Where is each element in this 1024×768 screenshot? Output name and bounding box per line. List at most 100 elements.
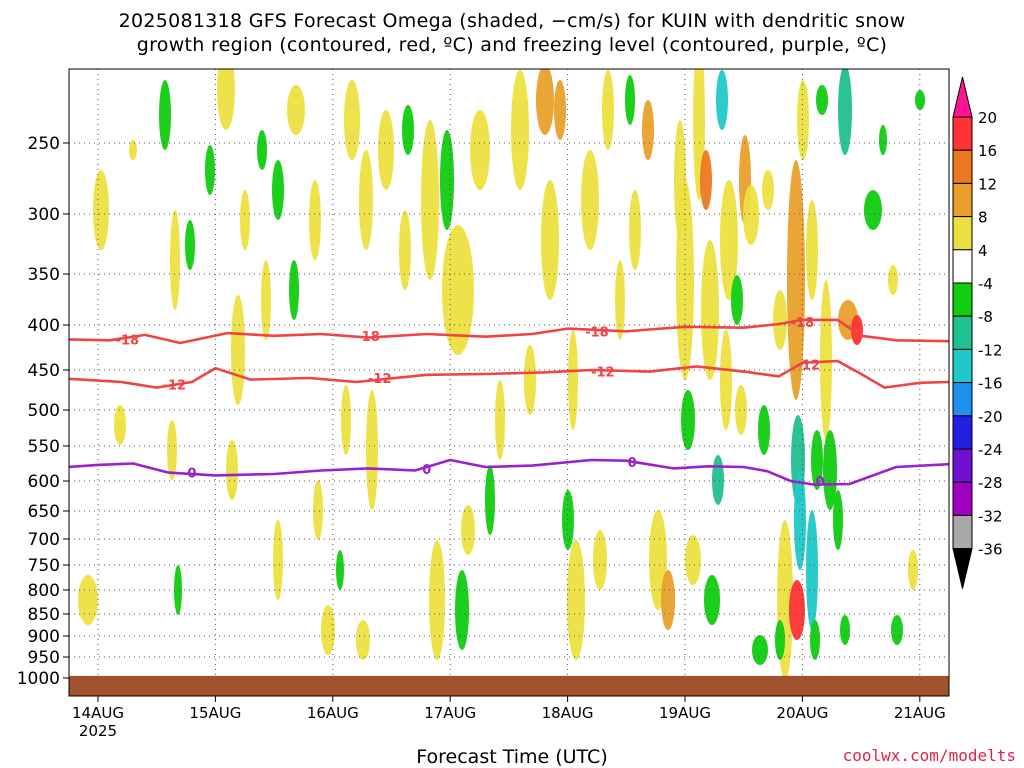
omega-blob — [321, 605, 335, 655]
colorbar-swatch — [952, 249, 973, 284]
omega-blob — [642, 100, 654, 160]
omega-blob — [287, 85, 305, 135]
omega-blob — [495, 380, 505, 460]
omega-blob — [840, 615, 850, 645]
omega-blob — [524, 345, 536, 415]
omega-blob — [833, 490, 843, 550]
omega-blob — [226, 440, 238, 500]
contour-lines: -18 -18 -18 -18 -12 -12 -12 -12 0 0 0 0 — [69, 316, 949, 490]
omega-blob — [787, 160, 805, 400]
omega-blob — [511, 70, 529, 190]
x-tick-sublabel: 2025 — [79, 722, 117, 740]
omega-blob — [810, 620, 820, 660]
colorbar-swatch — [952, 448, 973, 483]
colorbar-swatch — [952, 481, 973, 516]
y-tick-label: 700 — [28, 530, 60, 550]
contour-label: -18 — [791, 316, 815, 331]
omega-blob — [752, 635, 768, 665]
omega-blob — [217, 69, 235, 130]
omega-blob — [341, 385, 351, 455]
omega-shading — [78, 69, 925, 680]
colorbar-label: -24 — [978, 441, 1003, 459]
omega-blob — [261, 260, 271, 340]
omega-blob — [240, 190, 250, 250]
x-tick-label: 20AUG — [776, 704, 828, 722]
omega-blob — [797, 80, 809, 160]
omega-blob — [838, 69, 852, 155]
omega-blob — [806, 200, 818, 300]
omega-blob — [625, 75, 635, 125]
omega-blob — [615, 260, 625, 340]
omega-blob — [313, 480, 323, 540]
omega-blob — [568, 330, 578, 430]
omega-blob — [356, 620, 370, 660]
x-tick-label: 19AUG — [659, 704, 711, 722]
omega-blob — [170, 210, 180, 310]
omega-blob — [366, 390, 378, 510]
y-tick-label: 600 — [28, 472, 60, 492]
omega-blob — [731, 275, 743, 325]
y-tick-label: 650 — [28, 502, 60, 522]
colorbar-swatch — [952, 182, 973, 218]
colorbar-label: -20 — [978, 408, 1003, 426]
ground-fill — [69, 675, 949, 696]
colorbar-swatch — [952, 348, 973, 384]
omega-blob — [789, 580, 805, 640]
omega-blob — [661, 570, 675, 630]
y-tick-label: 350 — [28, 265, 60, 285]
omega-blob — [864, 190, 882, 230]
colorbar-top-triangle — [952, 76, 973, 118]
omega-blob — [581, 150, 599, 250]
contour-line — [69, 318, 949, 345]
contour-label: 0 — [628, 456, 637, 471]
colorbar-swatch — [952, 216, 973, 251]
contour-label: -18 — [116, 333, 140, 348]
colorbar-swatch — [952, 514, 973, 550]
y-tick-label: 400 — [28, 316, 60, 336]
colorbar-swatch — [952, 382, 973, 417]
omega-blob — [455, 570, 469, 650]
omega-blob — [421, 120, 439, 280]
omega-blob — [257, 130, 267, 170]
colorbar-label: -36 — [978, 541, 1003, 559]
omega-blob — [336, 550, 344, 590]
contour-line — [69, 458, 949, 486]
omega-blob — [485, 465, 495, 535]
y-tick-label: 550 — [28, 437, 60, 457]
omega-blob — [554, 80, 566, 140]
contour-label: 0 — [422, 463, 431, 478]
y-tick-label: 250 — [28, 134, 60, 154]
omega-blob — [851, 315, 863, 345]
chart-title-line1: 2025081318 GFS Forecast Omega (shaded, −… — [118, 10, 906, 32]
omega-blob — [701, 240, 719, 380]
x-tick-label: 15AUG — [189, 704, 241, 722]
colorbar-swatch — [952, 149, 973, 184]
contour-label: -12 — [163, 378, 187, 393]
omega-blob — [273, 520, 283, 600]
omega-blob — [891, 615, 903, 645]
plot-frame — [68, 68, 950, 697]
omega-blob — [700, 150, 712, 210]
contour-label: -18 — [585, 325, 609, 340]
colorbar-bottom-triangle — [952, 548, 973, 589]
omega-blob — [159, 80, 171, 150]
omega-blob — [811, 430, 823, 490]
omega-blob — [806, 510, 818, 630]
y-tick-label: 950 — [28, 648, 60, 668]
x-tick-label: 16AUG — [307, 704, 359, 722]
omega-blob — [823, 430, 837, 510]
contour-label: -12 — [797, 359, 821, 374]
omega-blob — [378, 110, 394, 190]
colorbar-label: -16 — [978, 375, 1003, 393]
omega-blob — [775, 620, 785, 660]
omega-blob — [289, 260, 299, 320]
omega-blob — [794, 470, 806, 570]
omega-blob — [541, 180, 559, 300]
omega-blob — [344, 80, 360, 160]
colorbar: 20 16 12 8 4 -4 -8 -12 -16 -20 -24 -28 -32 -36 — [952, 76, 1003, 589]
contour-line — [69, 359, 949, 389]
colorbar-swatch — [952, 415, 973, 450]
omega-blob — [720, 180, 738, 300]
colorbar-label: 20 — [978, 109, 997, 127]
colorbar-label: 12 — [978, 175, 997, 193]
